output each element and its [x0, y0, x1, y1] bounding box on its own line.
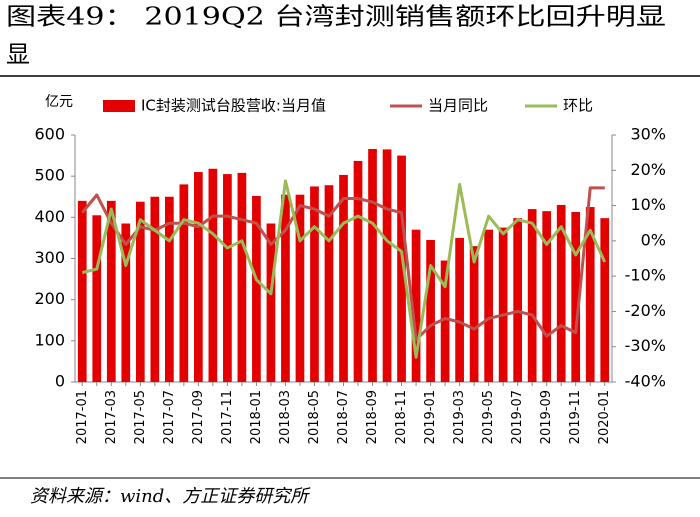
- x-tick-label: 2018-05: [307, 390, 322, 444]
- y-tick-label: 0: [55, 372, 65, 391]
- x-tick-label: 2017-07: [162, 390, 177, 444]
- bar: [498, 227, 508, 382]
- bar: [281, 194, 290, 382]
- x-tick-label: 2017-05: [133, 390, 148, 444]
- y-unit: 亿元: [45, 94, 73, 110]
- x-tick-label: 2019-09: [539, 390, 554, 444]
- x-tick-label: 2019-07: [510, 390, 525, 444]
- bar: [208, 168, 218, 382]
- bar: [339, 174, 348, 382]
- y2-tick-label: 20%: [630, 160, 666, 179]
- bar: [135, 201, 145, 382]
- bar: [542, 211, 552, 382]
- source: 资料来源：wind、方正证券研究所: [30, 486, 311, 507]
- bar: [324, 185, 334, 382]
- y-tick-label: 200: [34, 289, 65, 308]
- x-tick-label: 2017-09: [191, 390, 206, 444]
- bar: [513, 218, 523, 382]
- bar: [92, 215, 102, 382]
- bar: [121, 223, 131, 382]
- bar: [556, 204, 566, 382]
- bar: [164, 196, 174, 382]
- line: [81, 186, 605, 342]
- bar: [353, 160, 363, 382]
- x-tick-label: 2019-01: [423, 390, 438, 444]
- bar: [150, 196, 160, 382]
- y-tick-label: 400: [34, 207, 65, 226]
- bar: [77, 200, 87, 382]
- bar: [106, 200, 116, 382]
- y-tick-label: 500: [34, 166, 65, 185]
- bar: [411, 229, 421, 382]
- bar: [223, 174, 232, 382]
- bar: [382, 149, 392, 382]
- x-tick-label: 2019-05: [481, 390, 496, 444]
- x-tick-label: 2018-07: [336, 390, 351, 444]
- bar: [440, 260, 450, 382]
- x-tick-label: 2017-11: [220, 390, 235, 444]
- y2-tick-label: 30%: [630, 125, 666, 144]
- bar: [600, 218, 610, 382]
- x-tick-label: 2017-03: [104, 390, 119, 444]
- y2-tick-label: -20%: [625, 301, 666, 320]
- bar: [397, 155, 406, 382]
- x-tick-label: 2018-11: [394, 390, 409, 444]
- chart-title-wrap: 显: [6, 41, 30, 69]
- bar: [484, 229, 493, 382]
- y-tick-label: 300: [34, 248, 65, 267]
- bar: [469, 246, 479, 382]
- x-tick-label: 2018-01: [249, 390, 264, 444]
- legend-label: 当月同比: [428, 97, 488, 115]
- bar: [571, 211, 581, 382]
- x-tick-label: 2019-11: [568, 390, 583, 444]
- x-tick-label: 2018-09: [365, 390, 380, 444]
- y-tick-label: 600: [34, 125, 65, 144]
- bar: [194, 172, 203, 382]
- bar: [252, 195, 261, 382]
- x-tick-label: 2017-01: [75, 390, 90, 444]
- legend-swatch: [103, 100, 135, 112]
- bar: [527, 209, 537, 382]
- y2-tick-label: -40%: [625, 372, 666, 391]
- legend-label: 环比: [563, 97, 593, 115]
- bar: [237, 172, 247, 382]
- bar: [368, 148, 377, 382]
- bar: [179, 184, 189, 382]
- line: [81, 179, 607, 359]
- bar: [295, 194, 305, 382]
- y2-tick-label: -30%: [625, 336, 666, 355]
- bar: [310, 186, 319, 382]
- y2-tick-label: -10%: [625, 266, 666, 285]
- bar: [266, 223, 276, 382]
- y2-tick-label: 10%: [630, 195, 666, 214]
- x-tick-label: 2018-03: [278, 390, 293, 444]
- chart-title: 图表49： 2019Q2 台湾封测销售额环比回升明显: [6, 3, 666, 31]
- y2-tick-label: 0%: [641, 230, 666, 249]
- bar: [426, 239, 435, 382]
- bar: [585, 207, 595, 382]
- x-tick-label: 2020-01: [597, 390, 612, 444]
- y-tick-label: 100: [34, 330, 65, 349]
- legend-label: IC封装测试台股营收:当月值: [141, 97, 326, 115]
- x-tick-label: 2019-03: [452, 390, 467, 444]
- bar: [455, 237, 464, 382]
